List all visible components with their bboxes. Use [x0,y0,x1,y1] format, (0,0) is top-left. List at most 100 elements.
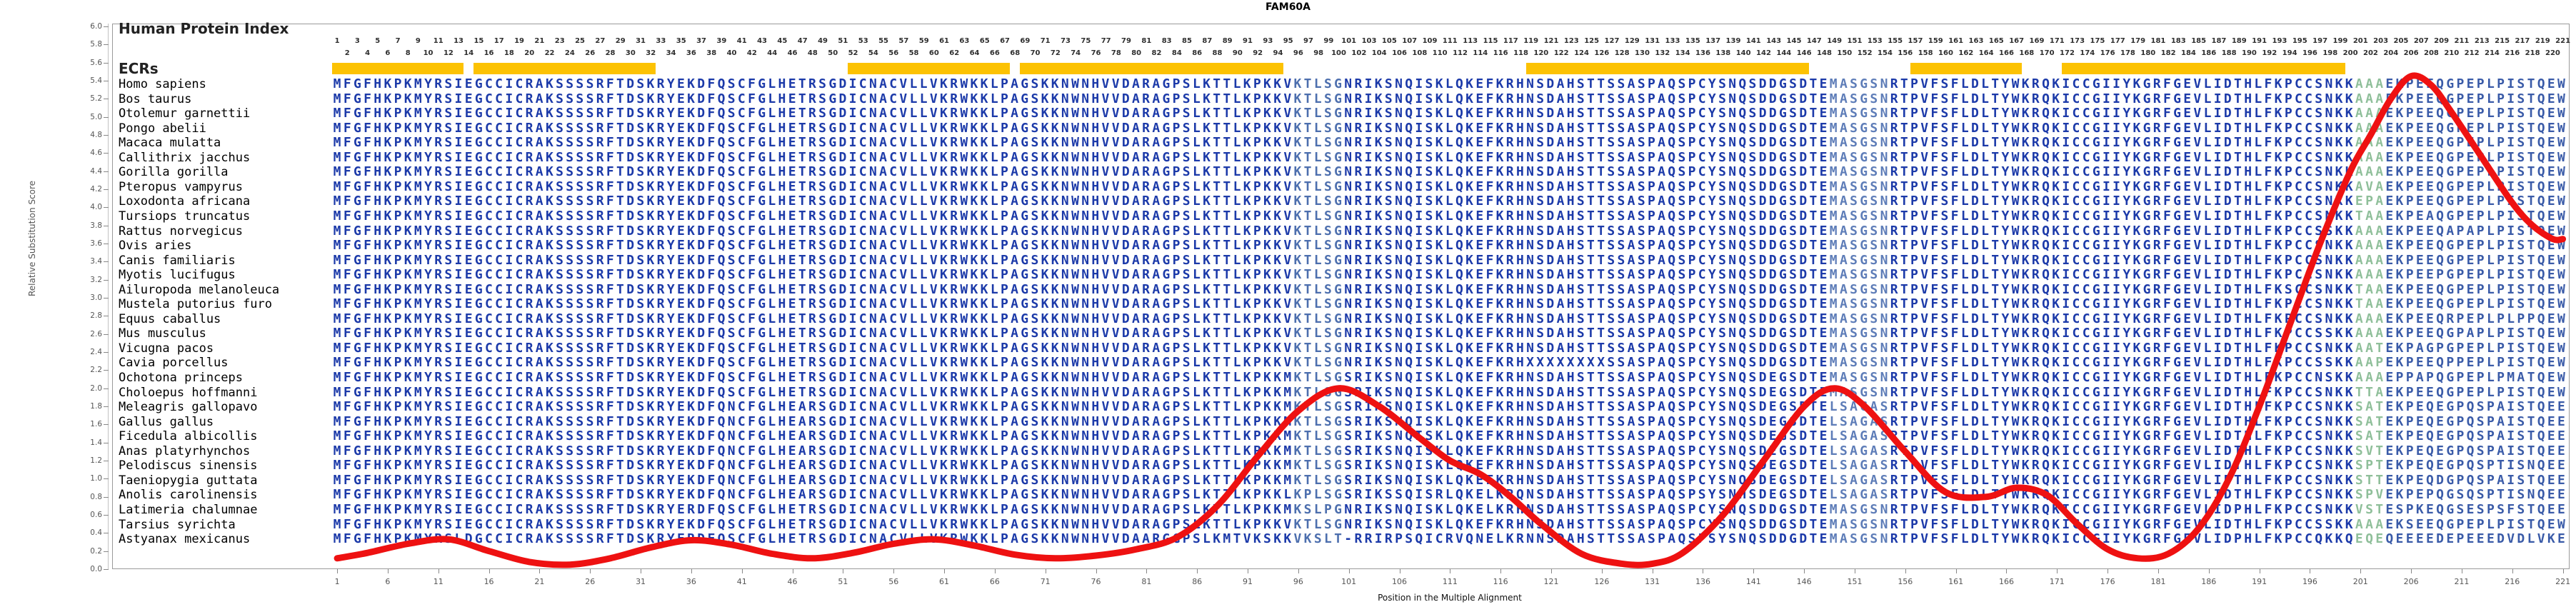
residue: S [1384,340,1393,356]
residue: L [1233,370,1241,385]
residue: P [2405,135,2414,151]
residue: N [1081,223,1090,239]
residue: P [1000,135,1008,151]
residue: R [2152,76,2161,91]
residue: A [1152,340,1161,356]
residue: C [2072,223,2080,239]
residue: D [838,223,847,239]
residue: K [2274,120,2282,136]
residue: K [687,164,695,180]
residue: I [454,120,463,136]
residue: Y [1708,91,1716,106]
residue: G [474,252,483,268]
residue: P [1253,370,1261,385]
residue: R [2031,194,2040,209]
residue: L [1233,91,1241,106]
residue: Q [717,311,726,326]
residue: C [485,267,493,283]
residue: K [1495,194,1504,209]
residue: I [2103,267,2110,283]
residue: S [576,223,584,239]
position-number: 221 [2555,37,2571,45]
residue: L [990,355,998,371]
residue: Y [424,76,432,91]
residue: N [1526,326,1534,341]
residue: V [929,311,938,326]
residue: I [2103,281,2110,297]
residue: H [2244,311,2252,326]
residue: G [353,194,361,209]
residue: S [1425,238,1433,254]
residue: P [2476,267,2485,283]
residue: G [2173,208,2181,224]
position-number: 220 [2545,49,2560,57]
residue: R [656,120,665,136]
residue: T [1587,281,1595,297]
residue: R [950,370,958,385]
residue: S [1718,120,1726,136]
residue: E [2466,164,2475,180]
residue: A [2355,340,2363,356]
residue: D [2223,76,2232,91]
residue: D [1121,91,1130,106]
residue: I [2113,340,2120,356]
residue: E [1819,340,1828,356]
residue: K [2274,208,2282,224]
residue: E [2415,120,2424,136]
residue: R [596,326,604,341]
residue: P [1647,208,1655,224]
residue: G [2092,252,2100,268]
residue: C [2305,238,2312,254]
residue: P [1647,326,1655,341]
residue: V [1283,194,1292,209]
residue: F [1930,179,1939,194]
residue: K [940,311,948,326]
residue: G [474,311,483,326]
residue: R [808,223,816,239]
residue: A [2365,91,2373,106]
residue: P [1172,149,1181,165]
residue: I [2113,311,2120,326]
residue: L [1960,179,1969,194]
residue: T [1303,238,1312,254]
residue: R [525,252,533,268]
residue: T [1213,223,1221,239]
residue: P [2284,296,2292,312]
species-name: Rattus norvegicus [119,224,243,239]
residue: S [2517,179,2525,194]
residue: E [2415,281,2424,297]
residue: K [1273,370,1282,385]
residue: R [1890,91,1898,106]
residue: P [1253,223,1261,239]
residue: S [556,252,563,268]
residue: G [2173,120,2181,136]
residue: G [2092,326,2100,341]
residue: K [1243,106,1251,121]
residue: M [414,223,422,239]
residue: R [1505,326,1514,341]
residue: F [1485,135,1494,151]
residue: Y [2001,76,2010,91]
residue: K [1435,149,1443,165]
residue: G [1334,223,1342,239]
x-tick-mark [1753,569,1755,573]
residue: A [1011,106,1018,121]
residue: T [1991,91,2000,106]
residue: N [1526,252,1534,268]
residue: P [2436,340,2444,356]
residue: S [556,223,563,239]
residue: R [950,267,958,283]
position-number: 115 [1483,37,1498,45]
residue: I [1415,164,1423,180]
residue: H [374,311,382,326]
residue: M [414,311,422,326]
residue: K [1374,311,1383,326]
residue: V [1920,252,1929,268]
residue: C [2082,281,2090,297]
position-number: 12 [443,49,453,57]
residue: V [1283,326,1292,341]
residue: Q [717,135,726,151]
residue: S [2517,340,2525,356]
residue: L [990,340,998,356]
residue: T [1303,194,1312,209]
